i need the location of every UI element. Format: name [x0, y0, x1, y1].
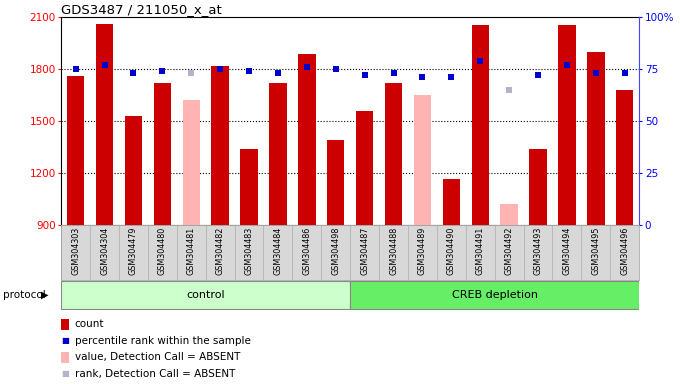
Bar: [610, 225, 639, 280]
Bar: [327, 140, 344, 225]
Bar: [558, 25, 575, 225]
Bar: [437, 225, 466, 280]
Bar: [67, 76, 84, 225]
Bar: [581, 225, 610, 280]
Text: ▶: ▶: [41, 290, 49, 300]
Text: GSM304480: GSM304480: [158, 226, 167, 275]
Bar: [616, 90, 633, 225]
Bar: [524, 225, 552, 280]
Bar: [292, 225, 321, 280]
Bar: [61, 281, 350, 309]
Text: GSM304490: GSM304490: [447, 226, 456, 275]
Bar: [379, 225, 408, 280]
Text: GSM304493: GSM304493: [534, 226, 543, 275]
Text: GSM304496: GSM304496: [620, 226, 629, 275]
Bar: [413, 95, 431, 225]
Text: GSM304492: GSM304492: [505, 226, 513, 275]
Bar: [321, 225, 350, 280]
Text: GSM304494: GSM304494: [562, 226, 571, 275]
Text: GSM304483: GSM304483: [245, 226, 254, 275]
Text: GSM304304: GSM304304: [100, 226, 109, 275]
Bar: [154, 83, 171, 225]
Bar: [350, 225, 379, 280]
Bar: [500, 204, 517, 225]
Text: ■: ■: [61, 369, 69, 378]
Text: GSM304488: GSM304488: [389, 226, 398, 275]
Text: count: count: [75, 319, 104, 329]
Bar: [350, 281, 639, 309]
Text: protocol: protocol: [3, 290, 46, 300]
Text: CREB depletion: CREB depletion: [452, 290, 538, 300]
Text: GSM304479: GSM304479: [129, 226, 138, 275]
Text: GSM304484: GSM304484: [273, 226, 282, 275]
Bar: [552, 225, 581, 280]
Bar: [356, 111, 373, 225]
Bar: [61, 225, 90, 280]
Bar: [90, 225, 119, 280]
Bar: [494, 225, 524, 280]
Text: value, Detection Call = ABSENT: value, Detection Call = ABSENT: [75, 352, 240, 362]
Bar: [241, 149, 258, 225]
Bar: [443, 179, 460, 225]
Bar: [298, 54, 316, 225]
Bar: [205, 225, 235, 280]
Text: GSM304303: GSM304303: [71, 226, 80, 275]
Bar: [119, 225, 148, 280]
Text: GSM304487: GSM304487: [360, 226, 369, 275]
Bar: [263, 225, 292, 280]
Bar: [177, 225, 205, 280]
Bar: [529, 149, 547, 225]
Text: GDS3487 / 211050_x_at: GDS3487 / 211050_x_at: [61, 3, 222, 16]
Text: GSM304481: GSM304481: [187, 226, 196, 275]
Bar: [96, 24, 113, 225]
Text: GSM304491: GSM304491: [476, 226, 485, 275]
Text: control: control: [186, 290, 225, 300]
Bar: [471, 25, 489, 225]
Bar: [148, 225, 177, 280]
Bar: [466, 225, 494, 280]
Text: GSM304489: GSM304489: [418, 226, 427, 275]
Text: GSM304486: GSM304486: [303, 226, 311, 275]
Text: GSM304482: GSM304482: [216, 226, 224, 275]
Bar: [235, 225, 263, 280]
Text: GSM304498: GSM304498: [331, 226, 340, 275]
Text: percentile rank within the sample: percentile rank within the sample: [75, 336, 251, 346]
Text: GSM304495: GSM304495: [592, 226, 600, 275]
Text: ■: ■: [61, 336, 69, 345]
Bar: [182, 100, 200, 225]
Bar: [211, 66, 228, 225]
Bar: [124, 116, 142, 225]
Bar: [408, 225, 437, 280]
Bar: [269, 83, 286, 225]
Bar: [587, 52, 605, 225]
Text: rank, Detection Call = ABSENT: rank, Detection Call = ABSENT: [75, 369, 235, 379]
Bar: [385, 83, 402, 225]
